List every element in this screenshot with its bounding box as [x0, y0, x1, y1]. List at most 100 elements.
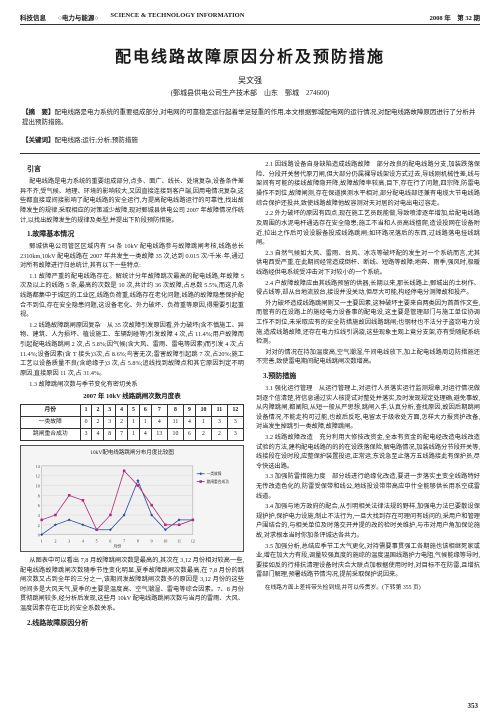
para: 1.2 线路故障跳闸原因复杂 从 35 次故障引发原因看,外力破坏(含不慎施工、…	[20, 321, 244, 379]
table-cell: 3	[104, 417, 116, 429]
para: 1.1 故障严重的配电线路存在。解统计分年故障跳次最高的配电线路,年故障 5 次…	[20, 272, 244, 320]
table-header: 11	[212, 405, 228, 417]
para: 3.3 加强防雷措施力度 部分线进行绝缘化改造,要进一步落实主变全线路特好无传改…	[256, 472, 480, 501]
table-cell: 1	[195, 417, 211, 429]
table-cell: 3	[212, 417, 228, 429]
para: 对对的情况在持加温度高,空气潮湿,午间电线放下,加上配电线路周边防措施还不完善,…	[256, 348, 480, 367]
svg-text:8: 8	[137, 539, 139, 543]
svg-text:7: 7	[123, 539, 125, 543]
header-journal-en: SCIENCE & TECHNOLOGY INFORMATION	[110, 12, 244, 22]
table-cell: 4	[184, 417, 196, 429]
table-cell: 4	[151, 417, 167, 429]
para: 鄄城供电公司管区区域内有 54 条 10kV 配电线路参与故障跳闸考核,线路总长…	[20, 242, 244, 271]
table-header: 1	[80, 405, 92, 417]
table-header: 9	[184, 405, 196, 417]
table-header: 8	[167, 405, 183, 417]
table-cell: 跳闸重合成功	[21, 429, 81, 441]
svg-text:5: 5	[96, 539, 98, 543]
table-row: 一类故障0232114114133	[21, 417, 244, 429]
table-title: 2007 年 10kV 线路跳闸次数月度表	[20, 392, 244, 402]
table-cell: 2	[195, 429, 211, 441]
table-cell: 3	[227, 429, 243, 441]
svg-text:1: 1	[41, 539, 43, 543]
monthly-chart: 10kV配电线路跳闸分布月度比较图 0246810121412345678910…	[20, 445, 244, 552]
para: 1.3 故障跳闸次数与季节变化有密切关系	[20, 380, 244, 390]
svg-text:10: 10	[163, 539, 167, 543]
page-header: 科技信息 ○电力与能源○ SCIENCE & TECHNOLOGY INFORM…	[20, 12, 480, 25]
para: 2.4 户故障故障应由其线路预留的供器,长期以来,那长线路上,鄄城出的土树作、侵…	[256, 279, 480, 298]
header-section: ○电力与能源○	[58, 12, 98, 22]
svg-text:4: 4	[82, 539, 84, 543]
table-header: 7	[151, 405, 167, 417]
abstract: 【摘 要】配电线路是电力系统的重要组成部分,对电网的可靠稳定运行起着举足轻重的作…	[20, 108, 480, 128]
section-1-title: 1.故障基本情况	[20, 229, 244, 240]
para: 2.3 自然气候如大风、雷雨、台风、冰冻等破坏配的发生对一个系统而言,尤其供电西…	[256, 249, 480, 278]
table-header: 4	[116, 405, 128, 417]
table-cell: 1	[128, 429, 140, 441]
para: 外力破坏造成线路跳闸则又一主要因素,这种破坏主要来自两类因为首首作文些,而管有的…	[256, 299, 480, 347]
abstract-text: 配电线路是电力系统的重要组成部分,对电网的可靠稳定运行起着举足轻重的作用,本文根…	[22, 109, 475, 126]
table-header: 2	[92, 405, 104, 417]
svg-text:一类故障: 一类故障	[207, 471, 222, 476]
divider	[20, 153, 480, 154]
continuation-note: 在线路方面上差将带头检到规,并可以传贯岁。(下转第 355 页)	[256, 584, 480, 593]
table-cell: 2	[212, 429, 228, 441]
author: 吴文强	[20, 75, 480, 86]
table-cell: 4	[92, 429, 104, 441]
chart-title: 10kV配电线路跳闸分布月度比较图	[24, 449, 240, 458]
table-cell: 1	[128, 417, 140, 429]
header-issue: 2008 年 第 32 期	[430, 12, 480, 22]
keywords-text: 配电线路;运行;分析;预防措施	[55, 137, 138, 144]
para: 3.4 加强与地方政府的配合,从引明相关法律法规的野样,加强电力法已要散设保规护…	[256, 502, 480, 540]
table-row: 跳闸重合成功34871413106223	[21, 429, 244, 441]
table-cell: 10	[167, 429, 183, 441]
svg-text:月份: 月份	[113, 543, 121, 548]
para: 3.5 加强分析,总结应季节工大气更化,对持需要事贯强工各期施也该相继死家或业,…	[256, 542, 480, 580]
table-cell: 3	[227, 417, 243, 429]
svg-text:11: 11	[177, 539, 181, 543]
svg-text:14: 14	[36, 465, 40, 469]
svg-text:跳闸重合成功: 跳闸重合成功	[207, 479, 230, 484]
body-columns: 引言 配电线路是电力系统的重要组成部分,点多、面广、线长、处境复杂,设备条件差异…	[20, 160, 480, 630]
table-cell: 6	[184, 429, 196, 441]
table-cell: 7	[116, 429, 128, 441]
keywords: 【关键词】配电线路;运行;分析;预防措施	[20, 136, 480, 146]
svg-text:6: 6	[109, 539, 111, 543]
paper-title: 配电线路故障原因分析及预防措施	[20, 43, 480, 67]
table-cell: 4	[139, 429, 151, 441]
left-column: 引言 配电线路是电力系统的重要组成部分,点多、面广、线长、处境复杂,设备条件差异…	[20, 160, 244, 630]
table-cell: 2	[92, 417, 104, 429]
table-header: 12	[227, 405, 243, 417]
svg-text:6: 6	[38, 504, 40, 508]
table-cell: 3	[80, 429, 92, 441]
para: 2.1 因线路设备自身缺陷造成线路故障 部分改良的配电线路分支,加装跌落保险、分…	[256, 160, 480, 208]
svg-text:2: 2	[38, 523, 40, 527]
table-header: 月份	[21, 405, 81, 417]
svg-text:0: 0	[38, 533, 40, 537]
right-column: 2.1 因线路设备自身缺陷造成线路故障 部分改良的配电线路分支,加装跌落保险、分…	[256, 160, 480, 630]
table-header: 6	[139, 405, 151, 417]
table-cell: 一类故障	[21, 417, 81, 429]
intro-para: 配电线路是电力系统的重要组成部分,点多、面广、线长、处境复杂,设备条件差异不齐,…	[20, 177, 244, 225]
line-chart-svg: 02468101214123456789101112月份一类故障跳闸重合成功	[24, 460, 240, 548]
para: 3.1 强化运行管理 从运行管理上,对运行人员落实运行监测规章,对运行情况做到逐…	[256, 384, 480, 432]
table-cell: 1	[139, 417, 151, 429]
para: 2.2 外力破坏的原因有四点,现在施工艺员既能做,导致喷漆逐年增加,给配电线路及…	[256, 209, 480, 247]
svg-text:12: 12	[36, 474, 40, 478]
table-cell: 8	[104, 429, 116, 441]
page-number: 353	[468, 702, 479, 710]
table-header: 5	[128, 405, 140, 417]
section-2-title: 2.线路故障原因分析	[20, 618, 244, 629]
abstract-label: 【摘 要】	[22, 109, 55, 116]
table-cell: 0	[80, 417, 92, 429]
table-header: 10	[195, 405, 211, 417]
keywords-label: 【关键词】	[22, 137, 55, 144]
svg-text:3: 3	[68, 539, 70, 543]
svg-text:2: 2	[54, 539, 56, 543]
monthly-table: 月份123456789101112 一类故障0232114114133跳闸重合成…	[20, 404, 244, 441]
table-header: 3	[104, 405, 116, 417]
svg-text:10: 10	[36, 484, 40, 488]
svg-text:12: 12	[191, 539, 195, 543]
header-journal: 科技信息	[20, 12, 46, 22]
affiliation: (鄄城县供电公司生产技术部 山东 鄄城 274600)	[20, 88, 480, 98]
